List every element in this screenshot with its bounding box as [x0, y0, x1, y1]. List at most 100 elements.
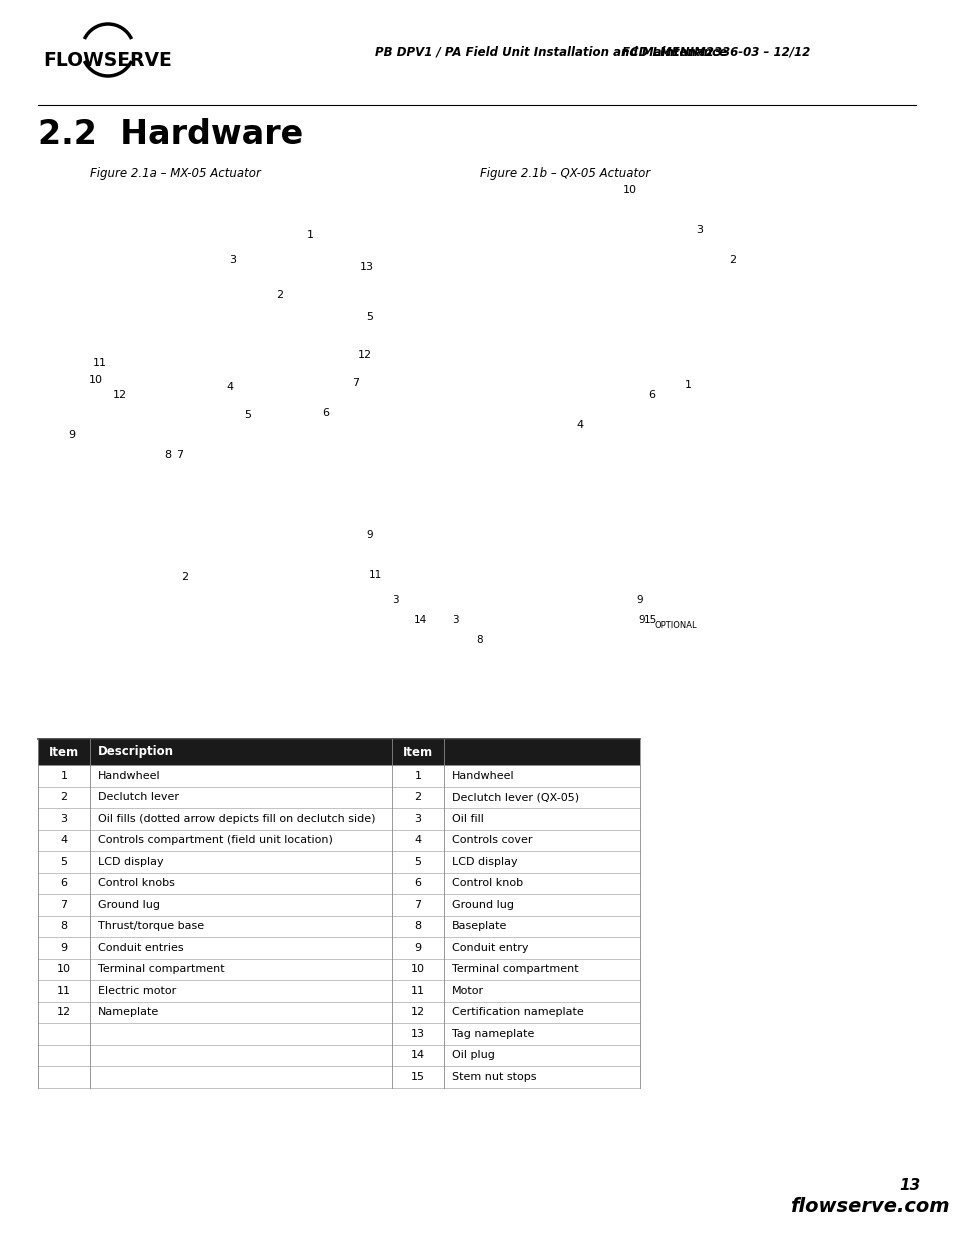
Text: 3: 3 [451, 615, 457, 625]
Text: Oil plug: Oil plug [452, 1050, 495, 1061]
Text: 13: 13 [359, 262, 374, 272]
Text: Terminal compartment: Terminal compartment [98, 965, 224, 974]
Text: 7: 7 [176, 450, 183, 459]
Text: Declutch lever (QX-05): Declutch lever (QX-05) [452, 792, 578, 803]
Text: Thrust/torque base: Thrust/torque base [98, 921, 204, 931]
Text: 2: 2 [414, 792, 421, 803]
Text: 5: 5 [60, 857, 68, 867]
Text: 8: 8 [476, 635, 483, 645]
Text: 3: 3 [414, 814, 421, 824]
Text: 15: 15 [411, 1072, 424, 1082]
Text: 4: 4 [226, 382, 233, 391]
Text: 4: 4 [414, 835, 421, 845]
Text: 6: 6 [60, 878, 68, 888]
Text: 9: 9 [366, 530, 373, 540]
Text: Oil fills (dotted arrow depicts fill on declutch side): Oil fills (dotted arrow depicts fill on … [98, 814, 375, 824]
Text: 11: 11 [368, 571, 381, 580]
Text: 8: 8 [164, 450, 172, 459]
Bar [38, 894, 639, 915]
Text: 10: 10 [622, 185, 637, 195]
Text: 2: 2 [276, 290, 283, 300]
Text: Stem nut stops: Stem nut stops [452, 1072, 536, 1082]
Text: 1: 1 [414, 771, 421, 781]
Text: 2: 2 [181, 572, 189, 582]
Text: FCD LMENIM2336-03 – 12/12: FCD LMENIM2336-03 – 12/12 [621, 46, 809, 58]
Text: PB DPV1 / PA Field Unit Installation and Maintenance: PB DPV1 / PA Field Unit Installation and… [375, 46, 726, 58]
Text: Ground lug: Ground lug [452, 900, 514, 910]
Text: Conduit entries: Conduit entries [98, 942, 183, 952]
Text: 7: 7 [352, 378, 359, 388]
Bar [38, 1045, 639, 1066]
Text: 5: 5 [414, 857, 421, 867]
Text: 12: 12 [357, 350, 372, 359]
Text: Tag nameplate: Tag nameplate [452, 1029, 534, 1039]
Text: Controls cover: Controls cover [452, 835, 532, 845]
Text: 3: 3 [60, 814, 68, 824]
Text: 6: 6 [648, 390, 655, 400]
Text: Baseplate: Baseplate [452, 921, 507, 931]
Text: 4: 4 [60, 835, 68, 845]
Text: 11: 11 [92, 358, 107, 368]
Text: 6: 6 [322, 408, 329, 417]
Bar [38, 1023, 639, 1045]
Text: 11: 11 [57, 986, 71, 995]
Text: 10: 10 [89, 375, 103, 385]
Bar [38, 981, 639, 1002]
Text: 9: 9 [414, 942, 421, 952]
Text: 1: 1 [684, 380, 691, 390]
Text: 9: 9 [69, 430, 75, 440]
Text: OPTIONAL: OPTIONAL [655, 620, 697, 630]
Text: 8: 8 [60, 921, 68, 931]
Text: Oil fill: Oil fill [452, 814, 483, 824]
Text: LCD display: LCD display [452, 857, 517, 867]
Text: Declutch lever: Declutch lever [98, 792, 179, 803]
Text: 8: 8 [414, 921, 421, 931]
Bar [38, 787, 639, 808]
Text: 13: 13 [411, 1029, 424, 1039]
Text: 5: 5 [366, 312, 374, 322]
Text: 1: 1 [60, 771, 68, 781]
Text: 6: 6 [414, 878, 421, 888]
Text: Figure 2.1b – QX-05 Actuator: Figure 2.1b – QX-05 Actuator [479, 167, 650, 179]
Text: 9: 9 [638, 615, 644, 625]
Text: 11: 11 [411, 986, 424, 995]
Bar [38, 1066, 639, 1088]
Text: 12: 12 [411, 1008, 425, 1018]
Text: 7: 7 [60, 900, 68, 910]
Text: 1: 1 [306, 230, 314, 240]
Bar [38, 808, 639, 830]
Text: Description: Description [98, 746, 173, 758]
Text: Control knob: Control knob [452, 878, 522, 888]
Text: 14: 14 [413, 615, 426, 625]
Text: Electric motor: Electric motor [98, 986, 176, 995]
Text: 14: 14 [411, 1050, 425, 1061]
Bar [38, 739, 639, 764]
Text: FLOWSERVE: FLOWSERVE [44, 51, 172, 69]
Text: 12: 12 [57, 1008, 71, 1018]
Bar [38, 937, 639, 958]
Text: Handwheel: Handwheel [98, 771, 160, 781]
Text: Item: Item [49, 746, 79, 758]
Text: 2.2  Hardware: 2.2 Hardware [38, 119, 303, 152]
Text: 9: 9 [60, 942, 68, 952]
Bar [38, 830, 639, 851]
Text: 13: 13 [899, 1177, 920, 1193]
Text: 2: 2 [60, 792, 68, 803]
Text: Control knobs: Control knobs [98, 878, 174, 888]
Bar [38, 764, 639, 787]
Bar [38, 958, 639, 981]
Text: Motor: Motor [452, 986, 483, 995]
Text: LCD display: LCD display [98, 857, 164, 867]
Bar [38, 851, 639, 872]
Bar [38, 1002, 639, 1023]
Text: Certification nameplate: Certification nameplate [452, 1008, 583, 1018]
Text: 15: 15 [642, 615, 656, 625]
Text: Item: Item [402, 746, 433, 758]
Text: Figure 2.1a – MX-05 Actuator: Figure 2.1a – MX-05 Actuator [90, 167, 260, 179]
Text: 9: 9 [636, 595, 642, 605]
Text: Conduit entry: Conduit entry [452, 942, 528, 952]
Text: flowserve.com: flowserve.com [789, 1198, 949, 1216]
Text: Handwheel: Handwheel [452, 771, 514, 781]
Text: 3: 3 [230, 254, 236, 266]
Text: Terminal compartment: Terminal compartment [452, 965, 578, 974]
